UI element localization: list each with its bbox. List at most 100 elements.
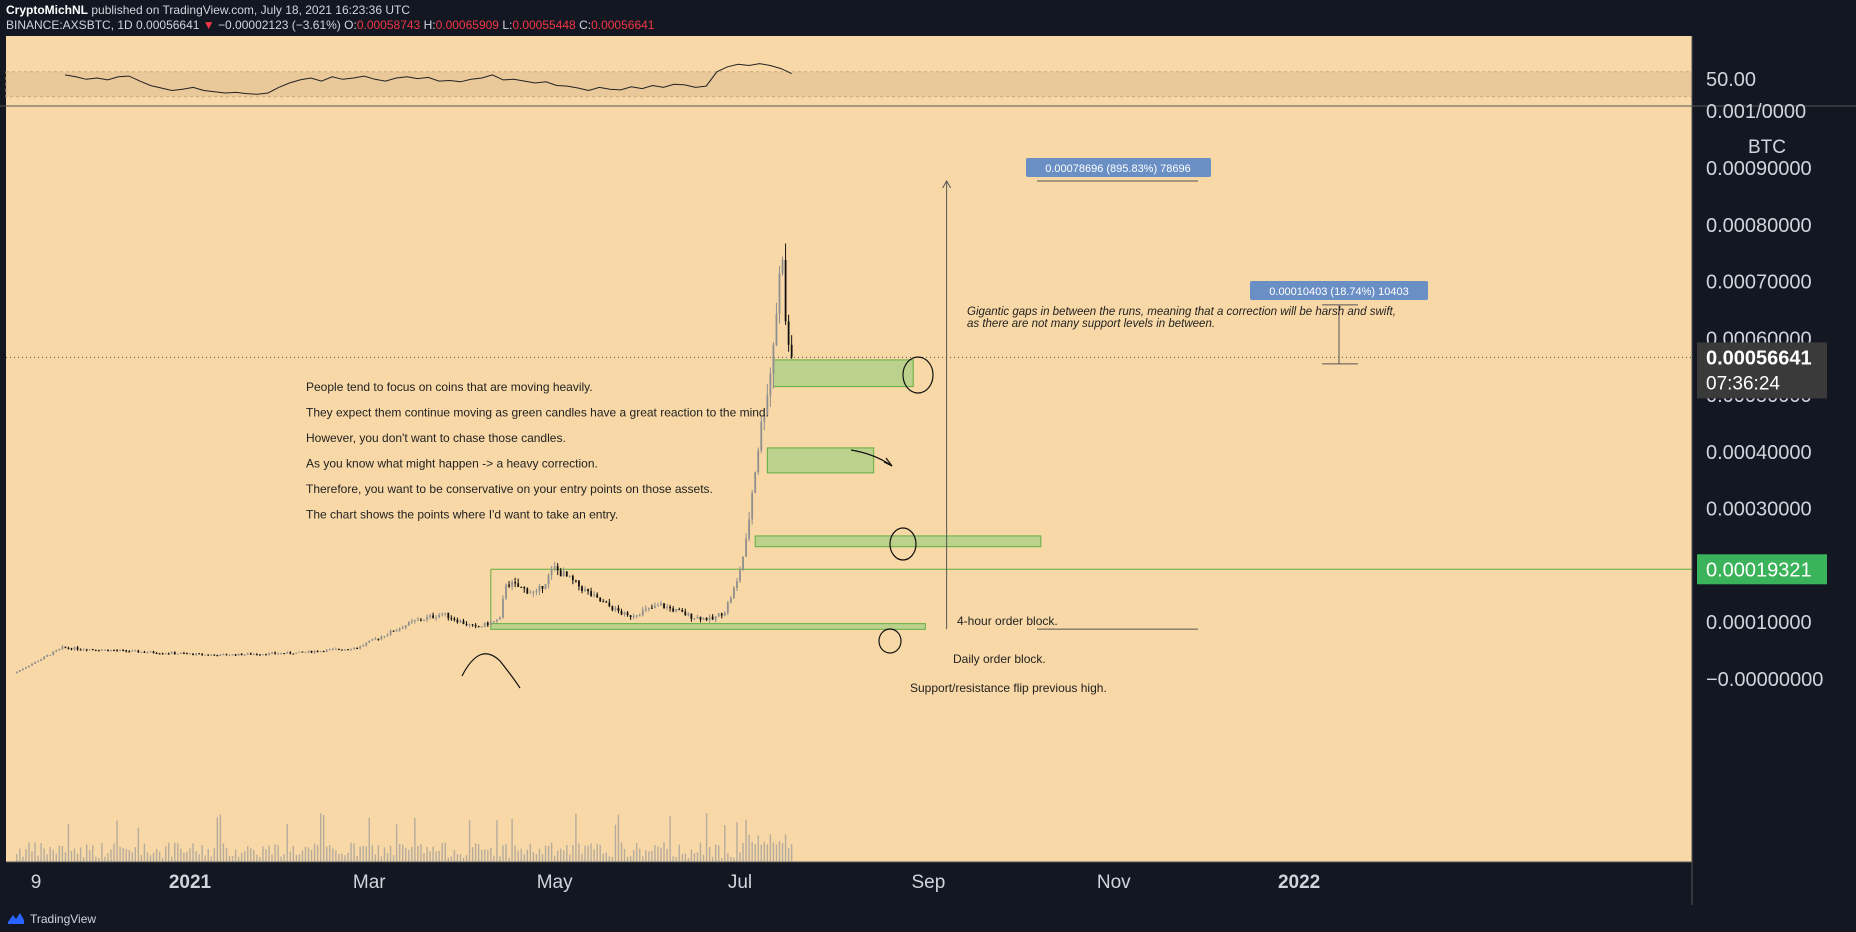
volume-bar (152, 852, 155, 862)
volume-bar (377, 845, 380, 862)
volume-bar (587, 845, 589, 862)
candle-body (629, 615, 632, 618)
candle-body (228, 655, 231, 657)
volume-bar (508, 857, 510, 862)
volume-bar (25, 849, 27, 862)
candle-body (392, 630, 395, 632)
volume-bar (465, 855, 468, 862)
volume-bar (623, 849, 626, 862)
candle-body (720, 613, 723, 616)
flip-label: Support/resistance flip previous high. (910, 681, 1107, 695)
candle-body (249, 653, 252, 655)
volume-bar (648, 851, 650, 862)
candle-body (198, 653, 201, 655)
volume-bar (481, 849, 483, 862)
candle-body (94, 649, 97, 651)
volume-bars (16, 813, 793, 862)
candle-body (389, 630, 392, 635)
volume-bar (134, 847, 137, 862)
volume-bar (362, 845, 364, 862)
volume-bar (104, 856, 106, 862)
candle-body (344, 649, 346, 651)
candle-body (562, 571, 565, 577)
volume-bar (617, 814, 620, 862)
volume-bar (474, 843, 477, 862)
candle-body (350, 649, 352, 651)
countdown-label: 07:36:24 (1706, 373, 1780, 394)
candle-body (365, 642, 368, 646)
candle-body (465, 623, 468, 626)
volume-bar (560, 848, 562, 862)
volume-bar (262, 846, 264, 862)
tradingview-logo-icon[interactable] (8, 912, 24, 924)
volume-bar (82, 857, 85, 862)
volume-bar (195, 850, 197, 862)
time-axis[interactable]: 9 2021 Mar May Jul Sep Nov 2022 (31, 872, 1321, 893)
volume-bar (295, 855, 298, 862)
candle-body (742, 556, 744, 571)
candle-body (714, 616, 717, 620)
volume-bar (441, 842, 443, 862)
candle-body (398, 628, 401, 631)
volume-bar (122, 847, 124, 862)
volume-bar (101, 843, 103, 862)
candle-body (362, 645, 365, 647)
candle-body (152, 651, 155, 653)
volume-bar (721, 857, 723, 862)
volume-bar (89, 850, 91, 862)
note-line: However, you don't want to chase those c… (306, 431, 566, 445)
candle-body (28, 665, 30, 668)
volume-bar (177, 843, 179, 862)
volume-bar (116, 820, 118, 862)
volume-bar (429, 851, 431, 862)
symbol-label[interactable]: BINANCE:AXSBTC, 1D (6, 18, 133, 32)
candle-body (614, 607, 617, 611)
volume-bar (64, 852, 67, 862)
order-block-zones (6, 356, 1692, 630)
tradingview-brand[interactable]: TradingView (30, 912, 97, 926)
volume-bar (642, 856, 644, 862)
candle-body (243, 654, 246, 656)
volume-bar (538, 848, 541, 862)
order-block-middle (766, 447, 875, 474)
volume-bar (699, 842, 702, 862)
volume-bar (626, 856, 629, 862)
volume-bar (432, 846, 434, 862)
volume-bar (553, 855, 556, 862)
candle-body (505, 584, 507, 599)
candle-body (723, 612, 726, 616)
price-chart[interactable]: 50.00 0.00078696 (895.83%) 78696 0.000104… (0, 36, 1856, 905)
volume-bar (611, 857, 614, 862)
x-tick-label: Nov (1097, 872, 1131, 893)
candle-body (176, 653, 179, 655)
candle-body (289, 652, 292, 654)
candle-body (404, 625, 407, 628)
candle-body (316, 651, 319, 653)
daily-label: Daily order block. (953, 652, 1046, 666)
candle-body (496, 619, 498, 622)
author-name[interactable]: CryptoMichNL (6, 3, 88, 17)
volume-bar (596, 843, 598, 862)
volume-bar (392, 855, 395, 862)
volume-bar (405, 847, 407, 862)
candle-body (374, 638, 377, 640)
candle-body (213, 654, 216, 656)
x-tick-label: Jul (728, 872, 752, 893)
candle-body (307, 650, 310, 653)
candle-body (417, 619, 419, 621)
candle-body (669, 606, 672, 609)
candle-body (204, 654, 207, 656)
volume-bar (350, 842, 352, 862)
volume-bar (231, 856, 234, 862)
candle-body (231, 654, 234, 656)
candle-body (328, 649, 331, 651)
volume-bar (651, 850, 653, 862)
volume-bar (204, 855, 206, 862)
candle-body (423, 619, 425, 621)
volume-bar (468, 820, 471, 862)
candle-body (480, 626, 483, 628)
candle-body (568, 575, 571, 577)
volume-bar (724, 824, 726, 862)
volume-bar (28, 842, 30, 862)
